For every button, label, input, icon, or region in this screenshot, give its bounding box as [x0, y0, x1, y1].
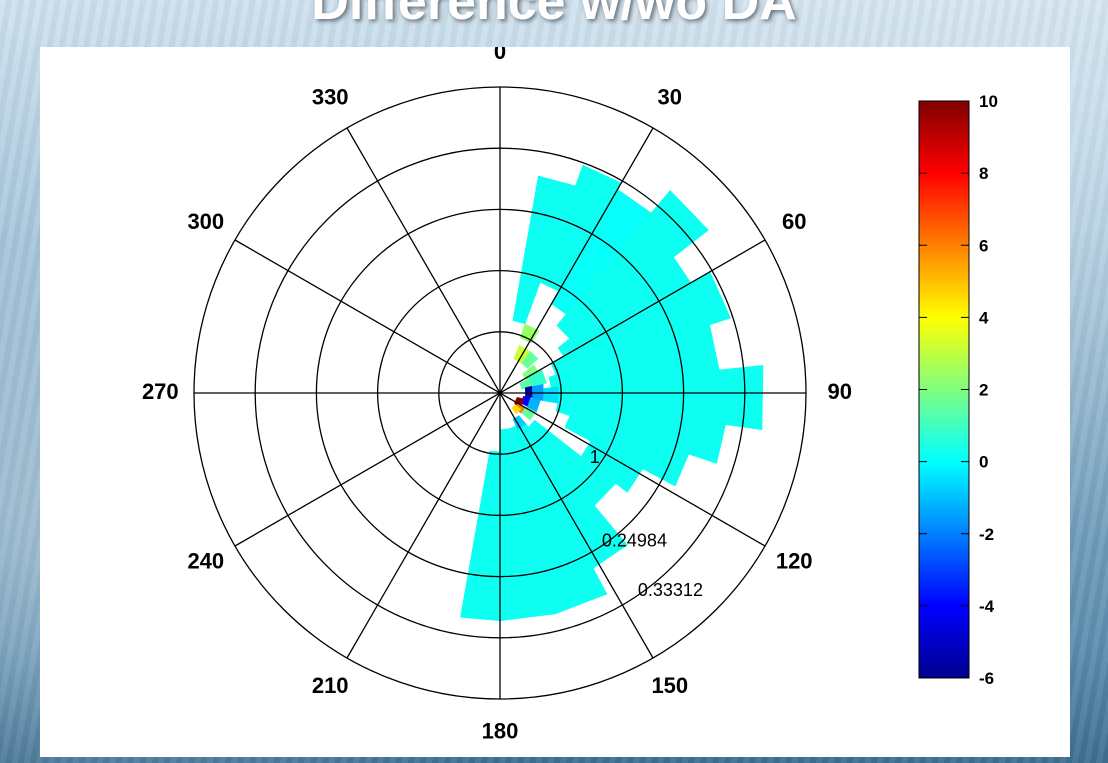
angle-tick-label: 60	[782, 209, 806, 234]
angle-tick-label: 120	[776, 549, 813, 574]
figure-panel: 0 30 60 90 120 150 180 210 240 270 300 330 0.24984 0…	[40, 47, 1070, 757]
heatmap-cell	[460, 450, 501, 622]
angle-tick-label: 180	[482, 719, 519, 744]
radial-tick-label: 0.24984	[602, 531, 667, 551]
heatmap-cell	[543, 386, 559, 404]
angle-tick-label: 210	[312, 673, 349, 698]
radial-tick-label-partial: 1	[590, 447, 600, 467]
colorbar-tick-label: -2	[979, 525, 994, 544]
angle-tick-label: 150	[651, 673, 688, 698]
angle-tick-label: 330	[312, 85, 349, 110]
colorbar-tick-label: -4	[979, 597, 995, 616]
radial-labels: 0.24984 0.33312 1	[590, 447, 703, 600]
heatmap-cell	[519, 323, 540, 344]
angle-tick-label: 90	[827, 379, 851, 404]
colorbar-tick-label: 10	[979, 92, 998, 111]
angle-tick-label: 240	[187, 549, 224, 574]
heatmap-cell	[556, 189, 709, 340]
colorbar-tick-label: 0	[979, 453, 988, 472]
heatmap-cell	[555, 400, 726, 464]
heatmap-cell	[511, 404, 522, 415]
colorbar: 10 8 6 4 2 0 -2 -4 -6	[918, 92, 998, 688]
slide-title: Difference w/wo DA	[311, 0, 797, 31]
colorbar-tick-label: 2	[979, 381, 988, 400]
heatmap-cell	[564, 415, 690, 487]
angle-labels: 0 30 60 90 120 150 180 210 240 270 300 330	[142, 47, 852, 744]
colorbar-tick-label: 4	[979, 308, 989, 327]
colorbar-gradient	[918, 100, 970, 679]
heatmap-cell	[521, 351, 539, 369]
colorbar-tick-label: 6	[979, 236, 988, 255]
angle-tick-label: 270	[142, 379, 179, 404]
colorbar-tick-label: -6	[979, 669, 994, 688]
heatmap-cell	[521, 406, 537, 421]
heatmap-cell	[580, 440, 644, 493]
heatmap-cell	[526, 398, 541, 413]
polar-grid	[193, 86, 807, 700]
angle-tick-label: 0	[494, 47, 506, 64]
angle-tick-label: 300	[187, 209, 224, 234]
angle-tick-label: 30	[658, 85, 682, 110]
colorbar-tick-label: 8	[979, 164, 988, 183]
heatmap-cell	[532, 383, 544, 402]
heatmap-cell	[524, 385, 533, 398]
grid-spoke	[346, 127, 654, 659]
radial-tick-label: 0.33312	[638, 580, 703, 600]
